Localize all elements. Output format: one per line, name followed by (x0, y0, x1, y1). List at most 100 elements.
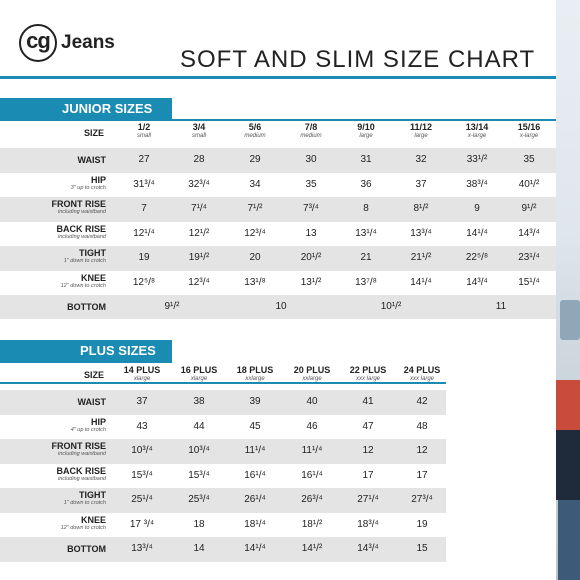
measurement-value: 29 (249, 154, 261, 165)
model-photo-edge (556, 0, 580, 580)
measurement-value: 43 (136, 420, 148, 432)
measurement-note: 3" up to crotch (70, 184, 106, 191)
size-fit-label: small (136, 133, 151, 139)
measurement-value: 14¹/⁴ (466, 227, 488, 239)
table-row: WAIST 37 38 39 40 41 42 (0, 390, 446, 415)
measurement-label: WAIST (0, 397, 107, 407)
junior-size-column-1: 1/2 small (120, 123, 168, 140)
measurement-label: TIGHT 1" down to crotch (0, 491, 106, 507)
measurement-value: 14¹/⁴ (410, 276, 432, 288)
measurement-name: BACK RISE (56, 223, 106, 234)
measurement-label: KNEE 12" down to crotch (0, 272, 106, 290)
measurement-label: FRONT RISE including waistband (0, 442, 106, 458)
measurement-name: TIGHT (79, 248, 106, 258)
measurement-value: 42 (416, 396, 428, 407)
measurement-label: WAIST (0, 155, 107, 165)
size-value: 15/16 (517, 122, 541, 132)
measurement-name: HIP (90, 416, 106, 427)
measurement-name: WAIST (77, 155, 107, 165)
measurement-value: 14³/⁴ (466, 276, 488, 288)
measurement-value: 16¹/⁴ (244, 469, 266, 481)
size-value: 22 PLUS (349, 365, 387, 375)
measurement-value: 15³/⁴ (188, 469, 210, 481)
title-divider (0, 76, 556, 79)
measurement-value: 11¹/⁴ (301, 445, 323, 456)
measurement-value: 20 (249, 252, 261, 263)
measurement-value: 47 (362, 420, 374, 432)
size-value: 14 PLUS (123, 365, 161, 375)
size-fit-label: large (359, 133, 373, 139)
measurement-name: BACK RISE (56, 465, 106, 476)
measurement-value: 20¹/² (300, 252, 322, 263)
measurement-value: 7¹/² (247, 203, 263, 214)
size-fit-label: x-large (519, 133, 539, 139)
measurement-value: 31³/⁴ (133, 178, 155, 190)
measurement-value: 32³/⁴ (188, 178, 210, 190)
measurement-value: 19 (138, 252, 150, 263)
measurement-value: 10³/⁴ (131, 445, 153, 456)
measurement-name: WAIST (77, 397, 107, 407)
measurement-value: 35 (523, 154, 535, 165)
measurement-value: 28 (193, 154, 205, 165)
measurement-value: 32 (415, 154, 427, 165)
measurement-value: 19¹/² (188, 252, 210, 263)
measurement-note: including waistband (57, 451, 106, 457)
measurement-value: 38³/⁴ (466, 178, 488, 190)
measurement-value: 17 (416, 469, 428, 481)
measurement-value: 7 (141, 203, 147, 214)
measurement-value: 10³/⁴ (188, 445, 210, 456)
measurement-value: 18 (193, 518, 205, 530)
measurement-label: HIP 3" up to crotch (0, 174, 106, 192)
table-row: KNEE 12" down to crotch 12⁵/⁸ 12³/⁴ 13¹/⁸ 13¹… (0, 271, 556, 296)
measurement-value: 12 (416, 445, 428, 456)
measurement-label: BACK RISE including waistband (0, 223, 106, 241)
measurement-value: 11 (495, 301, 507, 312)
measurement-value: 12 (362, 445, 374, 456)
measurement-name: BOTTOM (67, 544, 106, 554)
measurement-value: 34 (249, 178, 261, 190)
plus-header-line (0, 382, 446, 384)
measurement-label: BOTTOM (0, 303, 106, 312)
measurement-value: 18³/⁴ (357, 518, 379, 530)
size-value: 13/14 (465, 122, 489, 132)
size-value: 16 PLUS (180, 365, 218, 375)
table-row: KNEE 12" down to crotch 17 ³/⁴ 18 18¹/⁴ 18¹/²… (0, 513, 446, 538)
table-row: BOTTOM 13³/⁴ 14 14¹/⁴ 14¹/² 14³/⁴ 15 (0, 537, 446, 562)
measurement-value: 40 (306, 396, 318, 407)
measurement-label: HIP 4" up to crotch (0, 416, 106, 434)
junior-size-label: SIZE (83, 128, 104, 138)
measurement-note: including waistband (57, 233, 106, 240)
plus-size-column-1: 14 PLUS xlarge (118, 365, 166, 383)
measurement-name: HIP (90, 174, 106, 185)
size-value: 11/12 (409, 122, 433, 132)
table-row: BOTTOM 9¹/² 10 10¹/² 11 (0, 295, 556, 319)
table-row: WAIST 27 28 29 30 31 32 33¹/² 35 (0, 148, 556, 173)
junior-size-column-6: 11/12 large (397, 122, 445, 140)
measurement-note: 4" up to crotch (70, 426, 106, 433)
size-value: 20 PLUS (293, 365, 331, 375)
size-value: 5/6 (248, 122, 262, 132)
measurement-value: 12⁵/⁸ (132, 276, 156, 288)
size-value: 24 PLUS (403, 365, 441, 375)
measurement-value: 19 (416, 518, 428, 530)
plus-size-column-4: 20 PLUS xxlarge (288, 365, 336, 383)
size-value: 7/8 (304, 122, 318, 132)
size-fit-label: large (414, 133, 428, 139)
measurement-value: 41 (362, 396, 374, 407)
measurement-value: 40¹/² (518, 178, 540, 190)
measurement-name: KNEE (80, 272, 106, 283)
measurement-value: 10 (275, 301, 287, 312)
table-row: TIGHT 1" down to crotch 19 19¹/² 20 20¹/² 21 21… (0, 246, 556, 271)
measurement-name: FRONT RISE (51, 441, 106, 451)
measurement-value: 10¹/² (380, 301, 402, 312)
measurement-value: 15 (416, 543, 428, 554)
measurement-value: 16¹/⁴ (301, 469, 323, 481)
measurement-value: 13¹/² (300, 276, 322, 288)
measurement-label: TIGHT 1" down to crotch (0, 249, 106, 265)
measurement-label: BACK RISE including waistband (0, 465, 106, 483)
measurement-note: 1" down to crotch (63, 258, 106, 264)
measurement-value: 33¹/² (466, 154, 488, 165)
measurement-value: 8¹/² (413, 203, 429, 214)
table-row: HIP 4" up to crotch 43 44 45 46 47 48 (0, 415, 446, 440)
